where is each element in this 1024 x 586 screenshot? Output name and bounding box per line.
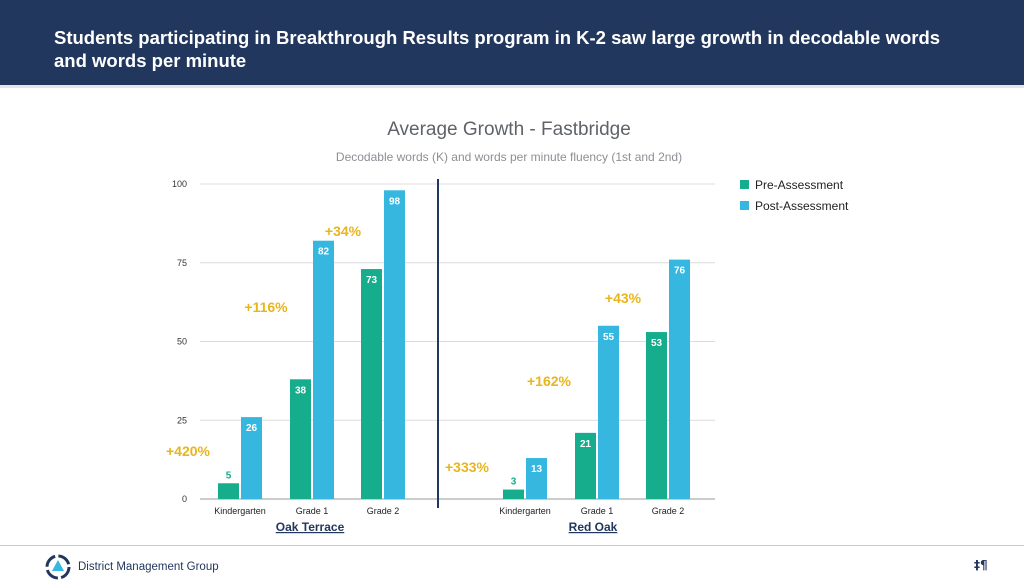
x-tick-label: Kindergarten [214,506,266,516]
data-label-pre: 53 [651,338,663,349]
bar-pre-assessment [290,379,311,499]
bar-pre-assessment [218,483,239,499]
header-bar: Students participating in Breakthrough R… [0,0,1024,85]
bar-post-assessment [526,458,547,499]
growth-annotation: +116% [244,299,288,315]
y-tick-label: 50 [177,337,187,347]
legend-label: Post-Assessment [755,199,849,213]
x-tick-label: Grade 2 [652,506,685,516]
data-label-post: 98 [389,196,401,207]
bar-post-assessment [384,190,405,500]
growth-annotation: +162% [527,373,572,389]
legend-swatch [740,201,749,210]
data-label-pre: 38 [295,385,307,396]
data-label-post: 13 [531,464,543,475]
growth-chart: Average Growth - Fastbridge Decodable wor… [166,119,849,534]
data-label-pre: 21 [580,439,592,450]
bar-post-assessment [313,240,334,499]
chart-title: Average Growth - Fastbridge [387,119,631,140]
data-label-pre: 3 [511,477,517,488]
data-label-pre: 5 [226,470,232,481]
growth-annotation: +34% [325,223,362,239]
bar-pre-assessment [503,489,524,499]
y-tick-label: 0 [182,494,187,504]
growth-annotation: +43% [605,290,642,306]
y-tick-label: 100 [172,179,187,189]
growth-annotation: +333% [445,459,490,475]
growth-annotation: +420% [166,443,211,459]
data-label-post: 82 [318,247,330,258]
slide-title: Students participating in Breakthrough R… [54,27,941,71]
bar-pre-assessment [361,269,382,499]
x-tick-label: Kindergarten [499,506,551,516]
data-label-post: 76 [674,266,686,277]
chart-subtitle: Decodable words (K) and words per minute… [336,150,682,164]
x-tick-label: Grade 1 [581,506,614,516]
dmg-logo-icon [45,554,71,580]
footer-divider [0,545,1024,546]
bar-pre-assessment [575,432,596,499]
data-label-post: 26 [246,423,258,434]
header-divider [0,85,1024,88]
legend-swatch [740,180,749,189]
data-label-post: 55 [603,332,615,343]
y-tick-label: 25 [177,415,187,425]
x-tick-label: Grade 2 [367,506,400,516]
x-tick-label: Grade 1 [296,506,329,516]
school-label: Red Oak [569,520,618,534]
legend-label: Pre-Assessment [755,178,844,192]
data-label-pre: 73 [366,275,378,286]
footer-mark: ‡¶ [974,558,988,572]
bar-pre-assessment [646,332,667,499]
bar-post-assessment [669,259,690,499]
footer-brand-name: District Management Group [78,561,219,573]
y-tick-label: 75 [177,258,187,268]
bar-post-assessment [241,417,262,499]
bar-post-assessment [598,325,619,499]
school-label: Oak Terrace [276,520,345,534]
